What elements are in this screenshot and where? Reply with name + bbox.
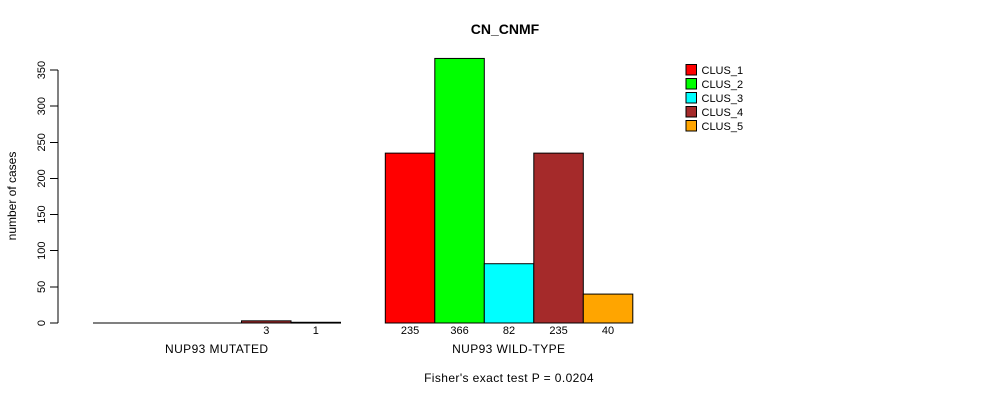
y-axis-tick-label: 150 [36, 205, 48, 223]
legend: CLUS_1 CLUS_2 CLUS_3 CLUS_4 CLUS_5 [685, 64, 744, 133]
bar-clus_4-group2 [533, 152, 584, 324]
y-axis-title: number of cases [5, 152, 19, 241]
y-axis-tick-label: 0 [36, 320, 48, 326]
legend-swatch-clus_2 [685, 78, 697, 90]
bar-value-label: 1 [313, 325, 319, 337]
legend-swatch-clus_1 [685, 64, 697, 76]
legend-label-clus_5: CLUS_5 [702, 121, 744, 133]
y-axis-tick-label: 300 [36, 97, 48, 115]
bar-value-label: 235 [549, 325, 567, 337]
legend-label-clus_3: CLUS_3 [702, 93, 744, 105]
footnote: Fisher's exact test P = 0.0204 [424, 371, 594, 385]
bar-clus_3-group2 [483, 263, 535, 324]
bar-clus_2-group2 [434, 57, 485, 324]
legend-label-clus_2: CLUS_2 [702, 79, 744, 91]
bar-clus_5-group1 [290, 321, 341, 324]
bar-clus_5-group2 [582, 293, 634, 324]
y-axis-tick-label: 100 [36, 242, 48, 260]
y-axis-tick-label: 50 [36, 281, 48, 293]
chart-title: CN_CNMF [471, 21, 540, 37]
y-axis: 0 50 100 150 200 250 300 350 [36, 61, 59, 326]
bar-value-label: 3 [263, 325, 269, 337]
bar-clus_4-group1 [241, 320, 292, 324]
y-axis-tick-label: 250 [36, 133, 48, 151]
legend-label-clus_4: CLUS_4 [702, 107, 744, 119]
legend-swatch-clus_4 [685, 106, 697, 118]
bar-value-label: 82 [503, 325, 515, 337]
bar-value-labels: 3 1 235 366 82 235 40 [263, 325, 614, 337]
bar-clus_1-group2 [384, 152, 436, 324]
bars [93, 57, 634, 324]
x-category-label-mutated: NUP93 MUTATED [165, 342, 268, 356]
bar-value-label: 235 [401, 325, 419, 337]
bar-value-label: 366 [450, 325, 468, 337]
legend-label-clus_1: CLUS_1 [702, 65, 744, 77]
y-axis-tick-label: 200 [36, 169, 48, 187]
legend-swatch-clus_5 [685, 120, 697, 132]
y-axis-tick-label: 350 [36, 61, 48, 79]
x-category-label-wildtype: NUP93 WILD-TYPE [452, 342, 565, 356]
legend-swatch-clus_3 [685, 92, 697, 104]
bar-value-label: 40 [602, 325, 614, 337]
